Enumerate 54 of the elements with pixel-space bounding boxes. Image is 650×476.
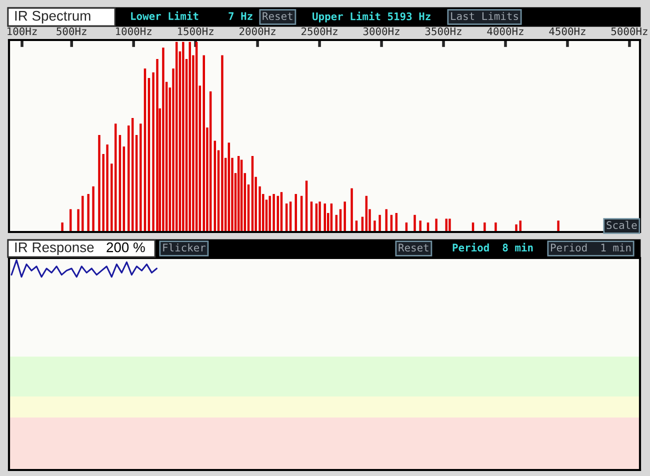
x-tick-label: 4000Hz — [487, 27, 524, 36]
x-tick-label: 3000Hz — [363, 27, 400, 36]
bar — [385, 209, 388, 232]
x-tick-label: 5000Hz — [611, 27, 648, 36]
x-tick-label: 500Hz — [56, 27, 86, 36]
x-tick-label: 1000Hz — [116, 27, 152, 36]
bar — [140, 124, 142, 232]
bar — [378, 214, 381, 232]
x-tick-label: 100Hz — [8, 27, 37, 36]
text: Reset — [398, 244, 428, 252]
x-tick-label: 2500Hz — [302, 27, 338, 36]
bar — [77, 209, 80, 232]
text: Reset — [262, 12, 292, 20]
text: Upper Limit 5193 Hz — [312, 12, 430, 22]
x-tick-label: 4500Hz — [549, 27, 586, 36]
bar — [106, 144, 108, 232]
chart-title: IR Spectrum — [15, 10, 90, 24]
bar — [272, 194, 275, 232]
bar — [182, 42, 184, 232]
annotation: Scale — [606, 220, 637, 230]
x-tick-label: 1500Hz — [178, 27, 214, 36]
bar — [294, 194, 297, 232]
text: Period 8 min — [452, 242, 533, 252]
bar — [494, 222, 497, 232]
bar — [374, 220, 376, 232]
bar — [87, 194, 90, 232]
bar — [221, 55, 224, 232]
bar — [419, 220, 422, 232]
bar — [156, 59, 158, 232]
bar — [484, 222, 486, 232]
bar — [82, 196, 84, 232]
text: Flicker — [163, 243, 206, 252]
text: Lower Limit — [131, 11, 198, 20]
bar — [268, 196, 271, 232]
bar — [557, 220, 560, 232]
bar — [92, 186, 94, 232]
x-tick-label: 2000Hz — [240, 27, 276, 36]
text: Period 1 min — [551, 243, 631, 252]
text: 200 % — [106, 242, 145, 252]
bar — [350, 188, 353, 232]
x-tick-label: 3500Hz — [425, 27, 462, 36]
bar — [162, 48, 164, 232]
bar — [445, 218, 448, 232]
bar — [98, 135, 100, 232]
bar — [61, 222, 64, 232]
bar — [344, 202, 346, 232]
text: Last Limits — [451, 12, 518, 20]
text: 7 Hz — [228, 12, 252, 20]
bar — [515, 224, 518, 232]
bar — [435, 218, 438, 232]
bar — [318, 202, 321, 232]
bar — [448, 218, 451, 232]
bar — [414, 214, 416, 232]
chart-title: IR Response — [15, 242, 94, 255]
